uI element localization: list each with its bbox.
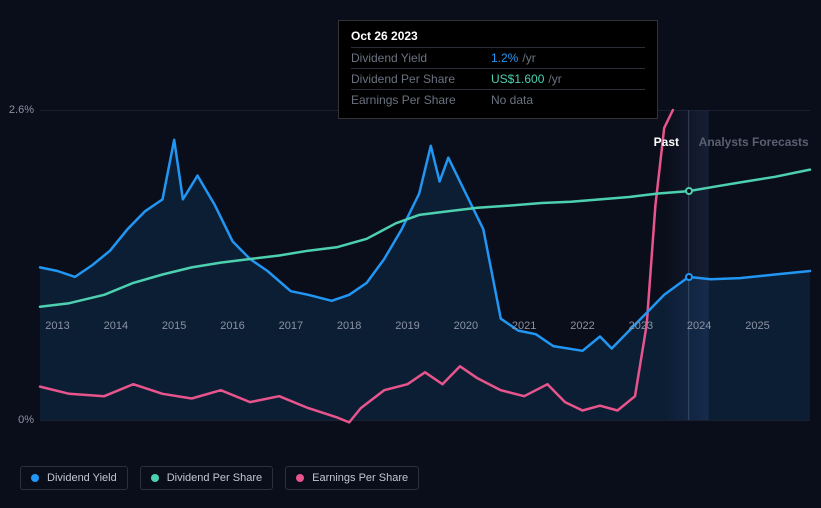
- series-marker: [685, 273, 693, 281]
- tooltip-row: Dividend Yield1.2% /yr: [351, 47, 645, 68]
- legend-item[interactable]: Earnings Per Share: [285, 466, 419, 490]
- x-axis-tick: 2022: [570, 320, 594, 332]
- chart-tooltip: Oct 26 2023 Dividend Yield1.2%/yrDividen…: [338, 20, 658, 119]
- chart-svg: [40, 110, 810, 420]
- x-axis-tick: 2021: [512, 320, 536, 332]
- tooltip-date: Oct 26 2023: [351, 29, 645, 47]
- x-axis-tick: 2018: [337, 320, 361, 332]
- y-axis-tick: 2.6%: [9, 104, 34, 116]
- chart-legend: Dividend Yield Dividend Per Share Earnings…: [20, 466, 419, 490]
- legend-label: Dividend Yield: [47, 472, 117, 484]
- series-marker: [685, 187, 693, 195]
- tooltip-row-unit: /yr: [548, 72, 561, 86]
- y-axis-tick: 0%: [18, 414, 34, 426]
- tooltip-row-label: Dividend Yield: [351, 51, 491, 65]
- legend-label: Earnings Per Share: [312, 472, 408, 484]
- x-axis-tick: 2020: [454, 320, 478, 332]
- gridline: [40, 420, 810, 421]
- tooltip-row: Dividend Per ShareUS$1.600/yr: [351, 68, 645, 89]
- tooltip-row-unit: /yr: [522, 51, 535, 65]
- tooltip-row-value: 1.2%: [491, 51, 518, 65]
- tooltip-row-label: Earnings Per Share: [351, 93, 491, 107]
- legend-label: Dividend Per Share: [167, 472, 262, 484]
- x-axis-tick: 2023: [629, 320, 653, 332]
- past-region-label: Past: [654, 135, 679, 149]
- legend-item[interactable]: Dividend Yield: [20, 466, 128, 490]
- tooltip-row-value: US$1.600: [491, 72, 544, 86]
- x-axis-tick: 2013: [45, 320, 69, 332]
- x-axis-tick: 2024: [687, 320, 711, 332]
- x-axis-tick: 2016: [220, 320, 244, 332]
- x-axis-tick: 2025: [745, 320, 769, 332]
- chart-area[interactable]: PastAnalysts Forecasts 2.6%0%: [40, 110, 810, 420]
- x-axis-tick: 2017: [279, 320, 303, 332]
- legend-dot-icon: [296, 474, 304, 482]
- forecast-region-label: Analysts Forecasts: [699, 135, 809, 149]
- legend-dot-icon: [151, 474, 159, 482]
- tooltip-row: Earnings Per ShareNo data: [351, 89, 645, 110]
- x-axis-tick: 2019: [395, 320, 419, 332]
- legend-item[interactable]: Dividend Per Share: [140, 466, 273, 490]
- x-axis-tick: 2015: [162, 320, 186, 332]
- x-axis-tick: 2014: [104, 320, 128, 332]
- tooltip-row-label: Dividend Per Share: [351, 72, 491, 86]
- tooltip-row-value: No data: [491, 93, 533, 107]
- legend-dot-icon: [31, 474, 39, 482]
